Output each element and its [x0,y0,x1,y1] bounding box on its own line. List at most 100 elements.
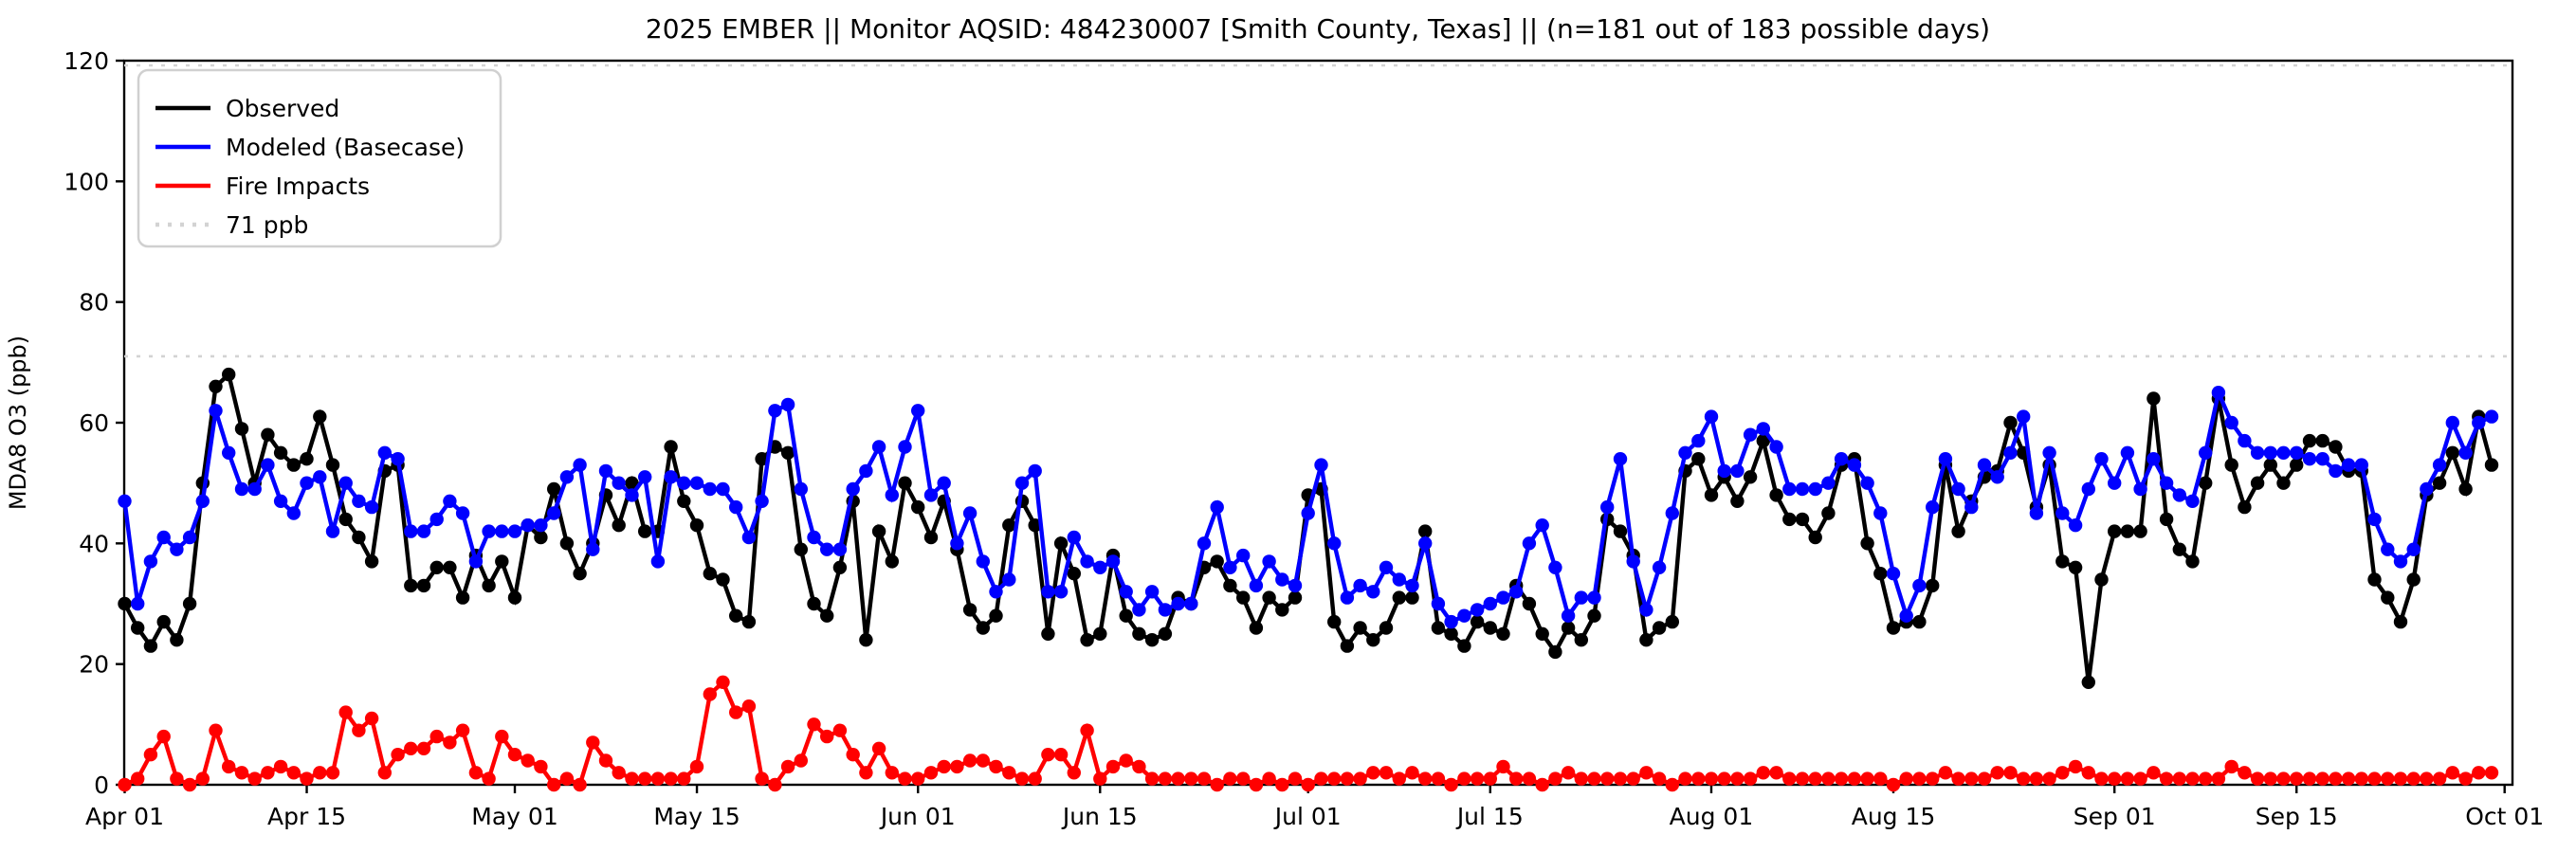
data-point [1236,548,1251,563]
data-point [547,481,561,497]
data-point [598,753,613,768]
data-point [2367,512,2382,527]
legend-label: Modeled (Basecase) [226,134,465,161]
y-tick-label: 60 [79,409,109,437]
data-point [2224,415,2238,430]
data-point [2250,771,2265,786]
data-point [2094,572,2109,587]
data-point [989,759,1003,774]
data-point [1574,771,1589,786]
data-point [2432,476,2447,490]
data-point [364,711,379,726]
data-point [2185,494,2200,508]
data-point [482,578,496,593]
data-point [677,476,691,490]
data-point [1405,590,1419,605]
data-point [1652,771,1667,786]
data-point [429,512,444,527]
x-tick-label: Sep 15 [2256,803,2338,830]
data-point [1053,536,1069,551]
data-point [832,560,848,574]
data-point [2147,452,2161,466]
data-point [741,614,757,629]
data-point [2381,542,2395,556]
data-point [1665,777,1680,792]
data-point [143,748,158,762]
data-point [1613,452,1628,466]
data-point [2445,415,2459,430]
data-point [2055,766,2070,780]
data-point [1431,621,1446,635]
data-point [2393,771,2408,786]
data-point [1236,590,1251,605]
data-point [1457,639,1471,653]
data-point [1938,452,1953,466]
data-point [937,759,951,774]
data-point [898,440,912,454]
data-point [234,422,249,436]
data-point [911,404,925,418]
data-point [2042,771,2056,786]
data-point [989,608,1003,623]
data-point [1457,771,1471,786]
data-point [2354,458,2368,472]
data-point [195,771,210,786]
data-point [1704,409,1719,424]
data-point [131,621,145,635]
data-point [612,766,626,780]
data-point [1990,766,2004,780]
x-tick-label: Jun 15 [1061,803,1138,830]
data-point [247,481,262,497]
data-point [507,590,522,605]
data-point [1053,585,1069,599]
data-point [482,524,496,538]
data-point [286,766,301,780]
data-point [2172,771,2186,786]
data-point [976,621,991,635]
data-point [1093,626,1107,641]
data-point [1418,536,1433,551]
data-point [2094,452,2109,466]
data-point [2068,759,2083,774]
data-point [2302,452,2317,466]
data-point [1782,771,1797,786]
data-point [1470,603,1485,617]
data-point [1535,518,1549,533]
data-point [1067,567,1082,581]
data-point [313,470,327,484]
data-point [1886,567,1901,581]
data-point [2081,766,2095,780]
data-point [2420,481,2434,497]
data-point [273,494,288,508]
data-point [156,530,171,545]
data-point [1483,621,1498,635]
data-point [1769,766,1783,780]
data-point [1990,470,2004,484]
data-point [2341,458,2356,472]
data-point [1483,771,1498,786]
data-point [2029,506,2044,520]
data-point [1144,771,1160,786]
data-point [547,506,561,520]
data-point [1548,771,1562,786]
data-point [2133,524,2147,538]
data-point [286,458,301,472]
data-point [832,542,848,556]
data-point [1353,621,1367,635]
data-point [118,494,132,508]
data-point [1483,596,1498,611]
data-point [1717,771,1731,786]
data-point [222,759,236,774]
data-point [1769,488,1783,502]
data-point [1769,440,1783,454]
data-point [1405,766,1419,780]
data-point [2172,488,2186,502]
data-point [377,766,392,780]
data-point [131,596,145,611]
data-point [1964,771,1979,786]
data-point [2159,512,2174,527]
data-point [650,771,666,786]
data-point [2238,766,2252,780]
data-point [2108,524,2122,538]
